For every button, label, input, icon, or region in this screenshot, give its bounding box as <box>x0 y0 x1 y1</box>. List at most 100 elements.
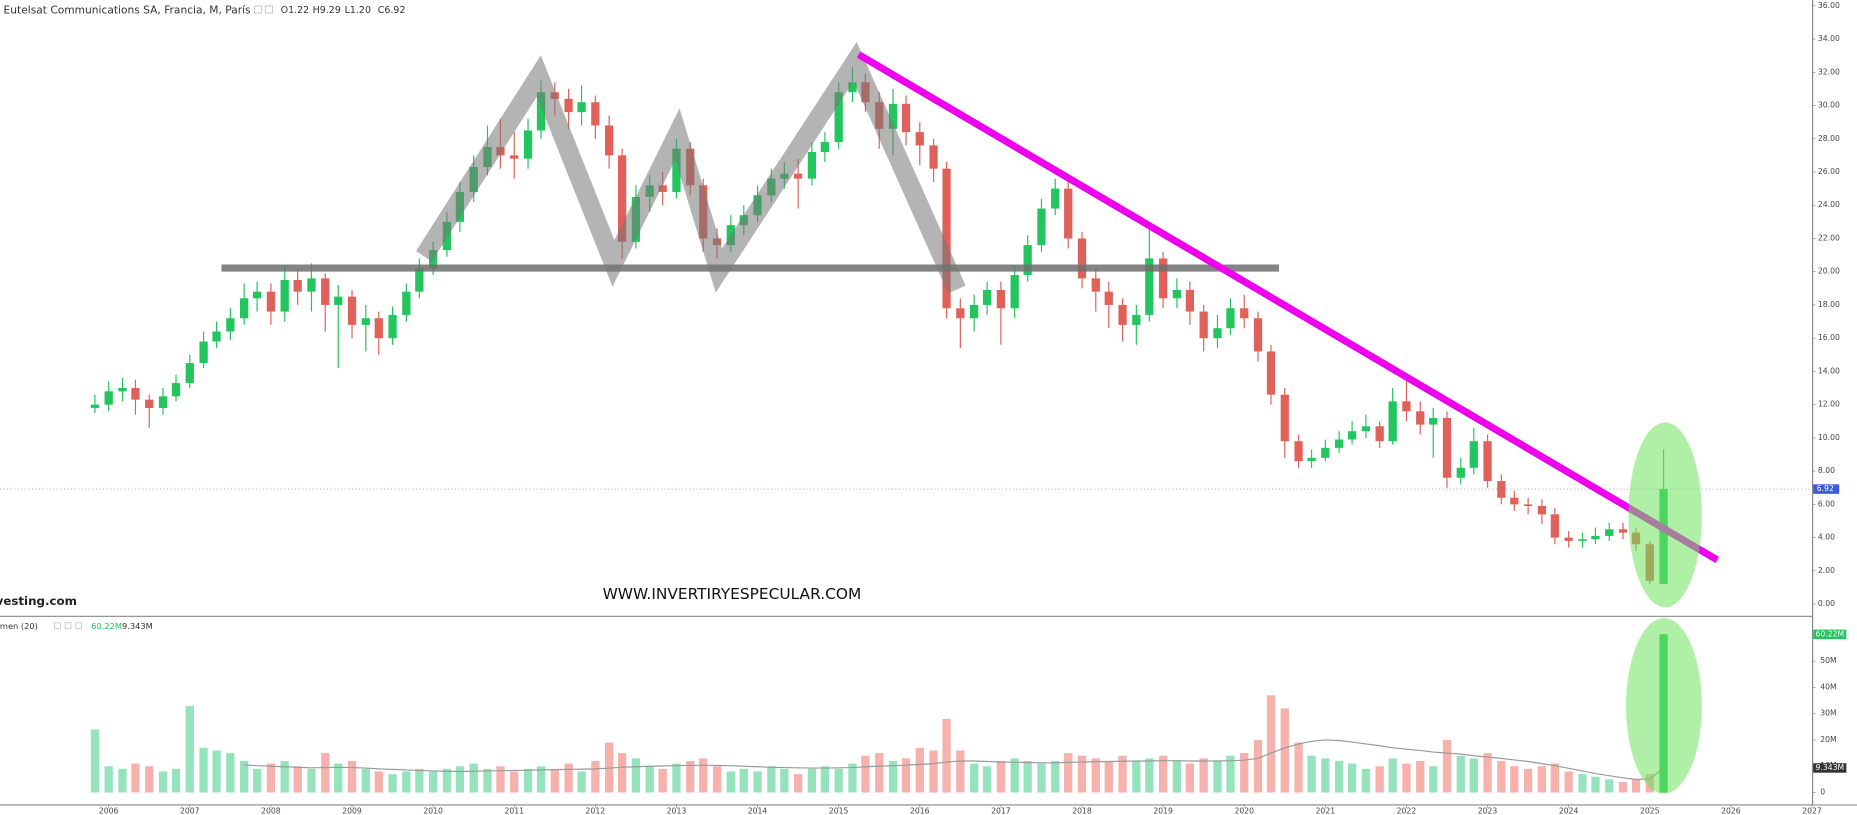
x-tick-label: 2014 <box>748 806 768 815</box>
volume-bar <box>1375 766 1384 793</box>
candle-body <box>226 318 235 332</box>
candle-body <box>171 383 181 397</box>
ohlc-open: O1.22 <box>281 5 310 16</box>
candle-body <box>1442 417 1452 478</box>
volume-bar <box>699 758 708 793</box>
candle-body <box>658 185 667 192</box>
candle-body <box>388 314 397 339</box>
candle-body <box>158 396 168 408</box>
candle-body <box>1618 529 1628 533</box>
x-tick-label: 2008 <box>261 806 281 815</box>
candle-body <box>1280 394 1289 442</box>
volume-bar <box>158 771 168 793</box>
candle-body <box>915 132 924 146</box>
volume-bar <box>834 768 843 793</box>
volume-bar <box>1280 708 1289 793</box>
y-tick-label: 12.00 <box>1818 400 1840 409</box>
candle-body <box>347 296 357 325</box>
volume-bar <box>469 763 478 793</box>
volume-bar <box>1266 695 1276 793</box>
x-tick-label: 2007 <box>180 806 200 815</box>
volume-bar <box>577 771 586 793</box>
volume-bar <box>1550 763 1560 793</box>
volume-bar <box>1158 755 1168 793</box>
candle-body <box>1037 208 1046 246</box>
candle-body <box>577 102 586 113</box>
x-tick-label: 2009 <box>342 806 362 815</box>
x-tick-label: 2019 <box>1153 806 1173 815</box>
candle-body <box>1388 401 1397 442</box>
volume-bar <box>929 750 938 793</box>
candle-body <box>252 291 262 299</box>
volume-bar <box>712 766 722 793</box>
highlight-ellipse <box>1626 618 1702 794</box>
candle-body <box>1185 289 1195 312</box>
y-tick-label: 34.00 <box>1818 34 1840 43</box>
y-tick-label: 24.00 <box>1818 200 1840 209</box>
volume-bar <box>307 768 316 793</box>
y-tick-label: 16.00 <box>1818 333 1840 342</box>
y-tick-label: 8.00 <box>1818 466 1835 475</box>
candle-body <box>1429 417 1438 425</box>
y-tick-label: 22.00 <box>1818 233 1840 242</box>
volume-bar <box>807 768 817 793</box>
y-tick-label: 0 <box>1820 787 1825 796</box>
volume-bar <box>1388 758 1397 793</box>
candle-body <box>1537 506 1547 515</box>
highlight-ellipse <box>1628 422 1702 608</box>
source-logo: Investing.com <box>0 594 77 608</box>
candle-body <box>1321 447 1330 458</box>
volume-bar <box>1483 753 1492 793</box>
candle-body <box>1104 291 1113 305</box>
volume-tag <box>1813 629 1847 640</box>
volume-bar <box>1402 763 1411 793</box>
volume-bar <box>1631 779 1641 793</box>
x-tick-label: 2021 <box>1316 806 1336 815</box>
volume-bar <box>321 753 330 793</box>
volume-bar <box>1618 781 1628 793</box>
volume-bar <box>361 768 370 793</box>
candle-body <box>848 82 857 93</box>
candle-body <box>1023 245 1032 276</box>
candle-body <box>982 289 992 305</box>
ma-line <box>244 739 1664 780</box>
y-tick-label: 0.00 <box>1818 599 1835 608</box>
volume-bar <box>591 760 600 793</box>
candle-body <box>591 102 600 126</box>
candle-body <box>793 173 803 179</box>
volume-bar <box>1510 766 1519 793</box>
volume-bar <box>767 766 776 793</box>
volume-bar <box>901 758 911 793</box>
volume-bar <box>1051 760 1060 793</box>
candle-body <box>307 278 316 292</box>
trend-line <box>856 51 1720 564</box>
x-tick-label: 2025 <box>1640 806 1660 815</box>
candle-body <box>956 308 965 319</box>
candle-body <box>1334 439 1344 448</box>
y-tick-label: 28.00 <box>1818 134 1840 143</box>
volume-bar <box>104 766 113 793</box>
candle-body <box>604 125 614 156</box>
volume-bar <box>956 750 965 793</box>
candle-body <box>1564 537 1573 541</box>
candle-body <box>402 291 411 315</box>
candle-body <box>1375 426 1384 442</box>
volume-bar <box>1605 779 1614 793</box>
volume-bar <box>212 750 221 793</box>
x-tick-label: 2017 <box>991 806 1011 815</box>
candle-body <box>1213 328 1222 339</box>
candle-body <box>1361 426 1371 432</box>
volume-bar <box>1253 739 1263 793</box>
volume-bar <box>442 768 452 793</box>
volume-bar <box>226 753 235 793</box>
candle-body <box>617 155 627 242</box>
x-tick-label: 2015 <box>829 806 849 815</box>
ohlc-close: C6.92 <box>378 5 406 16</box>
y-tick-label: 18.00 <box>1818 300 1840 309</box>
volume-bar <box>726 771 735 793</box>
x-tick-label: 2022 <box>1397 806 1417 815</box>
candle-body <box>212 331 221 342</box>
x-tick-label: 2013 <box>667 806 687 815</box>
volume-bar <box>1456 755 1465 793</box>
